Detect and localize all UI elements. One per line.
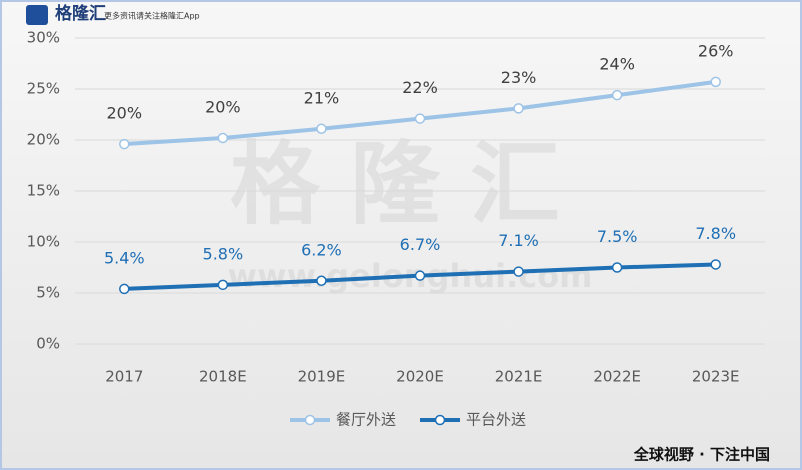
y-tick-label: 0%	[36, 335, 60, 353]
data-label: 24%	[599, 55, 635, 74]
y-tick-label: 30%	[27, 29, 60, 47]
point	[316, 123, 327, 135]
legend-label: 餐厅外送	[336, 411, 396, 429]
data-label: 7.5%	[597, 227, 638, 246]
point	[611, 89, 623, 101]
data-label: 20%	[107, 104, 143, 123]
point	[217, 279, 229, 291]
data-label: 7.8%	[695, 224, 736, 243]
x-tick-label: 2019E	[298, 368, 346, 386]
point	[611, 262, 623, 273]
y-tick-label: 15%	[27, 182, 60, 200]
x-tick-label: 2023E	[692, 368, 740, 386]
legend-label: 平台外送	[466, 411, 526, 429]
point	[513, 103, 524, 114]
x-tick-label: 2020E	[396, 368, 444, 386]
y-tick-label: 5%	[36, 284, 60, 302]
point	[414, 270, 426, 281]
logo-tagline: 更多资讯请关注格隆汇App	[104, 11, 200, 21]
data-label: 23%	[501, 68, 537, 87]
data-label: 6.7%	[400, 235, 441, 254]
point	[414, 113, 426, 124]
logo-name: 格隆汇	[55, 3, 106, 24]
data-label: 20%	[205, 97, 241, 116]
y-tick-label: 20%	[27, 131, 60, 149]
point	[217, 132, 229, 144]
point	[710, 76, 721, 88]
data-label: 22%	[402, 78, 438, 97]
legend-marker	[434, 414, 446, 426]
x-tick-label: 2021E	[495, 368, 543, 386]
y-tick-label: 25%	[27, 80, 60, 98]
x-tick-label: 2017	[105, 368, 143, 386]
data-label: 26%	[698, 41, 734, 60]
legend-marker	[304, 414, 316, 426]
data-label: 21%	[304, 88, 340, 107]
watermark: 格隆汇	[230, 132, 590, 237]
y-tick-label: 10%	[27, 233, 60, 251]
point	[513, 266, 524, 277]
point	[119, 138, 130, 150]
x-tick-label: 2022E	[593, 368, 641, 386]
point	[710, 259, 721, 270]
data-label: 5.4%	[104, 248, 145, 267]
data-label: 7.1%	[498, 231, 539, 250]
x-tick-label: 2018E	[199, 368, 247, 386]
footer: 全球视野 · 下注中国	[633, 446, 770, 464]
data-label: 6.2%	[301, 240, 342, 259]
point	[316, 275, 327, 287]
data-label: 5.8%	[203, 244, 244, 263]
logo-icon	[26, 5, 48, 25]
plot: 0% 5% 10% 15% 20% 25% 30% 2017 2018E 2019E 2020E 20…	[27, 29, 765, 429]
point	[119, 283, 130, 295]
